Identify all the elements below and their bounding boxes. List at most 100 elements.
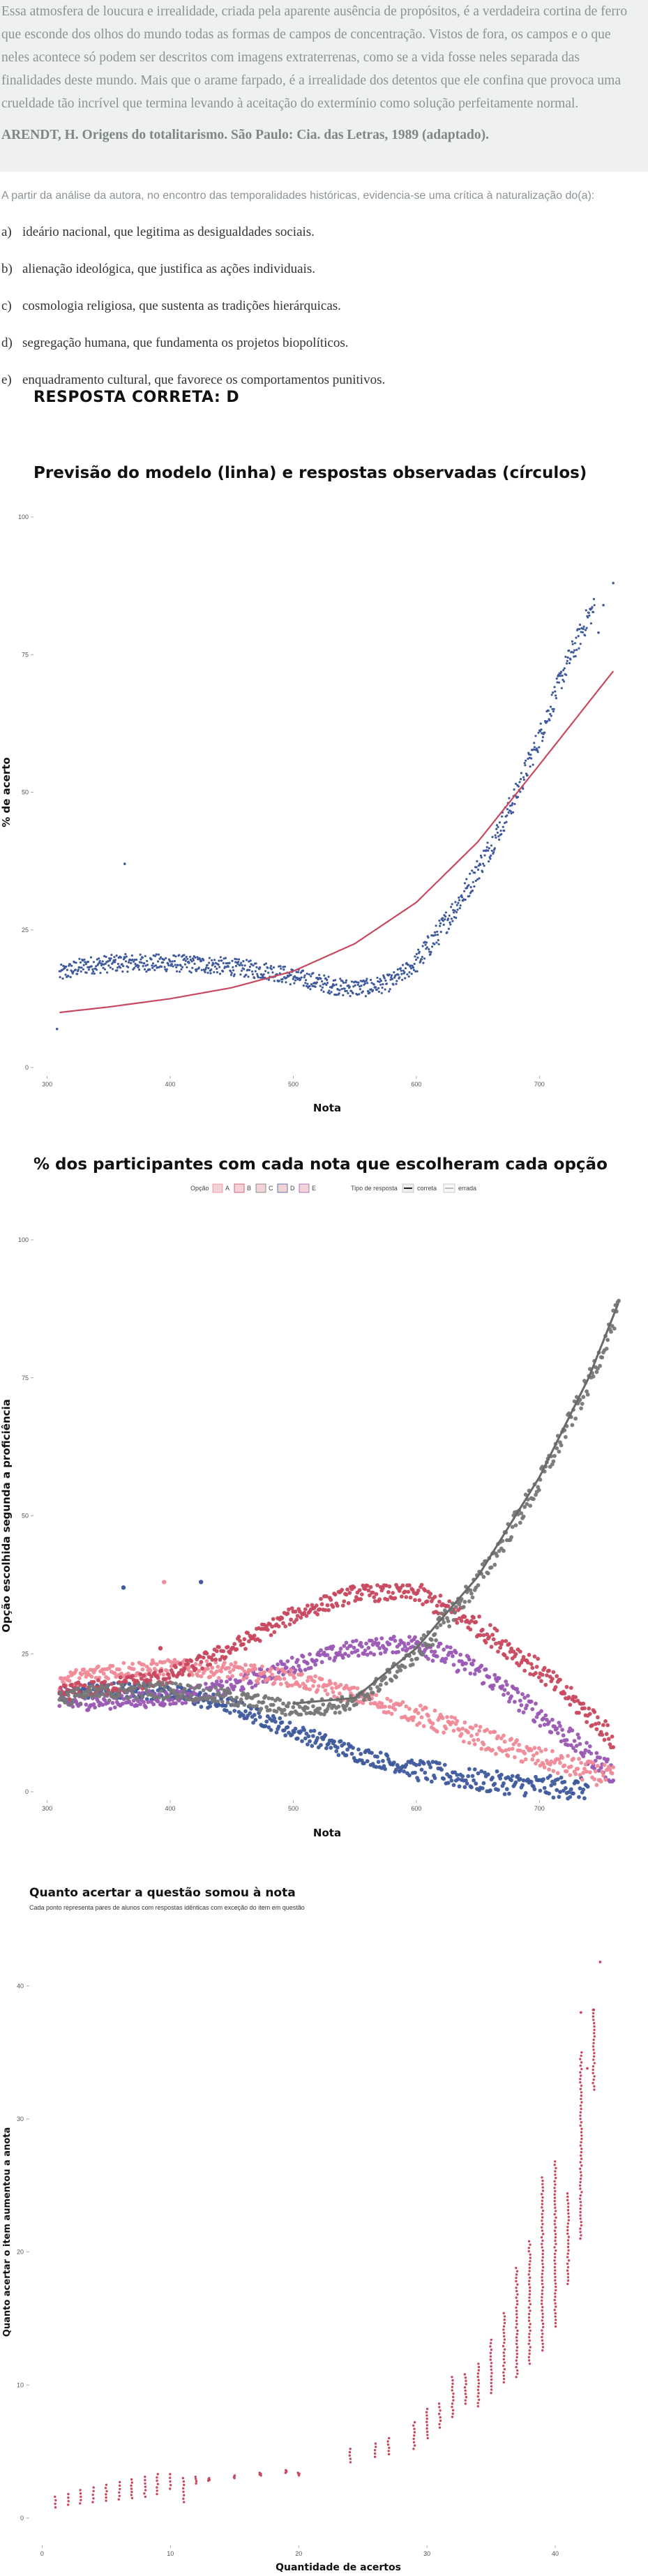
observed-point xyxy=(416,956,419,959)
observed-point xyxy=(264,970,267,973)
observed-point xyxy=(458,896,460,899)
observed-point xyxy=(393,971,395,974)
observed-point xyxy=(518,781,521,784)
gain-point xyxy=(426,2436,429,2440)
observed-point xyxy=(236,962,239,965)
gain-point xyxy=(566,2245,570,2249)
observed-point xyxy=(292,978,294,980)
observed-point xyxy=(213,971,216,973)
observed-point xyxy=(543,731,546,734)
observed-point xyxy=(158,957,161,960)
observed-point xyxy=(146,959,149,962)
option-c: c) cosmologia religiosa, que sustenta as … xyxy=(1,299,341,314)
gain-point xyxy=(554,2236,557,2239)
observed-point xyxy=(365,980,368,982)
observed-point xyxy=(523,762,526,765)
observed-point xyxy=(263,963,266,966)
observed-point xyxy=(407,964,410,966)
observed-point xyxy=(571,640,574,643)
gain-point xyxy=(566,2192,569,2195)
observed-point xyxy=(522,778,526,781)
x-tick-label: 300 xyxy=(42,1805,52,1812)
observed-point xyxy=(439,924,442,927)
legend-title-option: Opção xyxy=(190,1185,209,1192)
observed-point xyxy=(337,988,340,991)
y-tick-label: 50 xyxy=(22,1513,29,1520)
observed-point xyxy=(305,979,308,982)
gain-point xyxy=(593,2085,596,2088)
gain-point xyxy=(579,2078,582,2081)
gain-point xyxy=(580,2091,583,2094)
observed-point xyxy=(181,966,184,968)
observed-point xyxy=(328,989,331,992)
gain-point xyxy=(553,2309,556,2312)
gain-point xyxy=(541,2203,543,2206)
observed-point xyxy=(342,994,345,996)
observed-point xyxy=(140,961,143,964)
observed-point xyxy=(423,957,426,960)
observed-point xyxy=(345,989,348,992)
gain-point xyxy=(67,2496,70,2499)
gain-point xyxy=(566,2252,569,2255)
x-tick-label: 40 xyxy=(552,2550,559,2557)
observed-point xyxy=(569,658,572,661)
observed-point xyxy=(444,911,448,914)
observed-point xyxy=(391,974,393,977)
gain-point xyxy=(553,2252,557,2255)
gain-point xyxy=(529,2256,532,2259)
observed-point xyxy=(294,979,297,982)
observed-point xyxy=(231,959,234,962)
observed-point xyxy=(416,970,419,973)
observed-point xyxy=(506,814,508,817)
gain-point xyxy=(580,2134,583,2137)
observed-point xyxy=(547,710,550,712)
observed-point xyxy=(164,968,167,971)
legend-label: B xyxy=(247,1185,251,1192)
observed-point xyxy=(370,982,373,984)
observed-point xyxy=(315,981,318,984)
observed-point xyxy=(573,649,576,652)
observed-point xyxy=(555,694,557,697)
gain-point xyxy=(593,2051,596,2055)
gain-point xyxy=(554,2296,557,2298)
gain-point xyxy=(233,2474,236,2477)
observed-point xyxy=(425,941,428,944)
observed-point xyxy=(471,869,474,872)
observed-point xyxy=(510,812,513,815)
observed-point xyxy=(308,984,311,988)
gain-point xyxy=(515,2300,519,2302)
gain-point xyxy=(156,2492,158,2496)
gain-point xyxy=(541,2182,544,2186)
gain-point xyxy=(529,2329,532,2332)
gain-point xyxy=(258,2471,261,2474)
observed-point xyxy=(420,958,423,961)
observed-point xyxy=(179,971,181,973)
gain-point xyxy=(67,2503,70,2506)
y-tick-label: 75 xyxy=(22,651,29,658)
gain-point xyxy=(425,2420,428,2423)
observed-point xyxy=(299,978,302,981)
gain-point xyxy=(553,2193,556,2196)
gain-point xyxy=(156,2479,158,2483)
gain-point xyxy=(105,2483,108,2486)
observed-point xyxy=(183,954,186,957)
gain-point xyxy=(554,2282,557,2285)
gain-point xyxy=(541,2199,543,2202)
observed-point xyxy=(326,991,329,994)
chart1-svg: 0 25 50 75 100 300 400 500 600 700 Nota % de acerto xyxy=(0,514,615,1114)
gain-point xyxy=(451,2412,454,2415)
observed-point xyxy=(116,963,119,966)
observed-point xyxy=(228,961,231,964)
observed-point xyxy=(495,836,497,839)
observed-point xyxy=(356,981,359,984)
observed-point xyxy=(565,662,568,665)
observed-point xyxy=(585,609,587,612)
gain-point xyxy=(503,2355,506,2358)
gain-point xyxy=(529,2286,532,2289)
gain-point xyxy=(541,2306,544,2309)
gain-point xyxy=(476,2405,479,2408)
gain-point xyxy=(580,2164,583,2167)
observed-point xyxy=(546,720,549,723)
legend-swatch xyxy=(299,1183,310,1193)
observed-point xyxy=(82,964,85,966)
